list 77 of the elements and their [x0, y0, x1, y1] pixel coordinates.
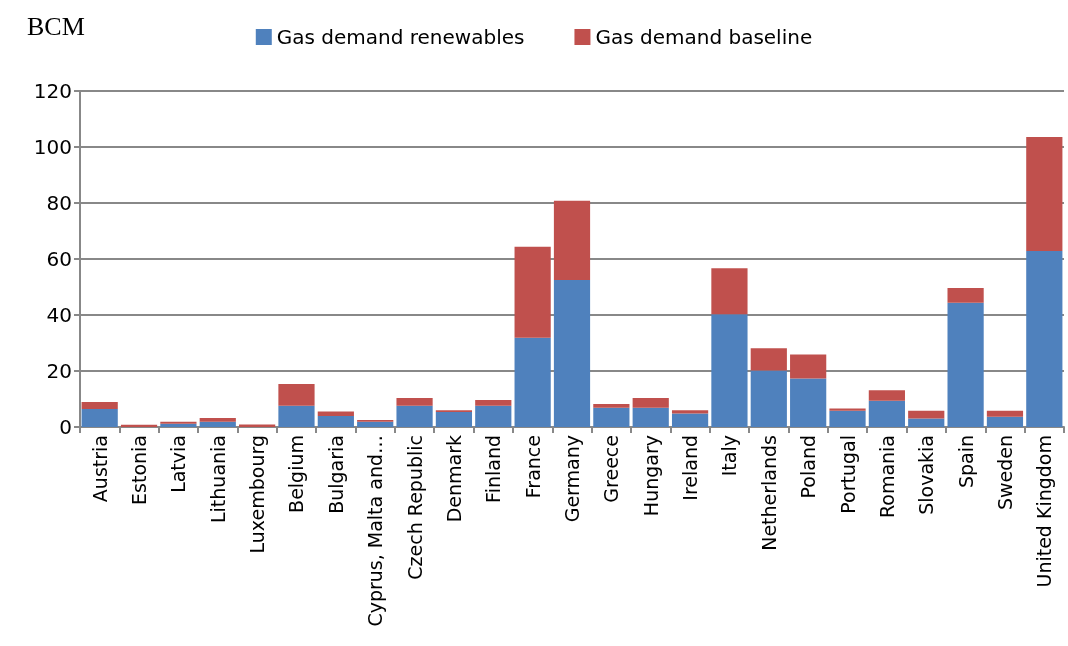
bar [278, 405, 315, 427]
y-tick-label: 0 [59, 415, 72, 439]
x-tick-label: Luxembourg [246, 435, 269, 554]
x-tick-label: Poland [797, 435, 820, 499]
legend-label: Gas demand renewables [276, 25, 525, 49]
x-tick-label: Sweden [993, 435, 1016, 511]
x-tick-label: Portugal [836, 435, 859, 514]
bar [317, 416, 354, 427]
bar [396, 405, 433, 427]
bar [986, 410, 1024, 417]
x-tick-label: Lithuania [206, 435, 229, 524]
bar [947, 288, 984, 303]
bar [396, 397, 433, 406]
y-tick-label: 80 [46, 191, 72, 215]
x-tick-label: Czech Republic [403, 435, 426, 580]
x-tick-label: Hungary [639, 435, 662, 517]
x-tick-label: Estonia [128, 435, 151, 505]
y-tick-label: 120 [33, 79, 72, 103]
legend-label: Gas demand baseline [595, 25, 813, 49]
bar [947, 302, 984, 427]
bar [829, 410, 866, 427]
bar [790, 378, 827, 427]
x-tick-label: Greece [600, 435, 623, 503]
bar [671, 413, 709, 427]
x-tick-label: Belgium [285, 435, 308, 513]
bar [475, 405, 512, 427]
bar [514, 337, 551, 427]
bar [711, 268, 748, 315]
bar [868, 400, 905, 427]
bar [199, 418, 236, 422]
x-tick-label: Austria [88, 435, 111, 503]
bar [868, 390, 905, 401]
y-tick-label: 60 [46, 247, 72, 271]
bar [593, 404, 630, 408]
bar [671, 410, 709, 414]
x-tick-label: Netherlands [757, 435, 780, 551]
bar [986, 416, 1024, 427]
y-tick-label: 100 [33, 135, 72, 159]
bar [750, 370, 787, 427]
bar [1026, 250, 1063, 427]
bar [1026, 136, 1063, 251]
x-tick-label: Latvia [167, 435, 190, 493]
x-tick-label: Denmark [442, 435, 465, 523]
x-tick-label: Bulgaria [324, 435, 347, 514]
bar [81, 409, 118, 427]
bar [829, 408, 866, 411]
bar [553, 200, 591, 280]
y-tick-label: 20 [46, 359, 72, 383]
x-tick-label: Italy [718, 435, 741, 477]
bar [908, 418, 945, 427]
bar [908, 410, 945, 419]
bar [514, 246, 551, 338]
bar [357, 421, 394, 427]
bar [632, 407, 669, 427]
x-tick-label: United Kingdom [1033, 435, 1056, 588]
x-tick-label: Slovakia [915, 435, 938, 515]
bar [553, 280, 591, 427]
y-tick-label: 40 [46, 303, 72, 327]
x-tick-label: Romania [875, 435, 898, 519]
y-axis-title: BCM [27, 11, 85, 41]
bar [239, 424, 276, 427]
bar [81, 402, 118, 410]
x-tick-label: Ireland [679, 435, 702, 501]
x-tick-label: Spain [954, 435, 977, 489]
x-tick-label: Cyprus, Malta and… [364, 435, 387, 627]
bar [632, 397, 669, 408]
bar [790, 354, 827, 379]
bar [278, 383, 315, 406]
bar [199, 421, 236, 427]
bar [435, 411, 473, 427]
bar [711, 314, 748, 427]
x-tick-label: Finland [482, 435, 505, 503]
bar [593, 407, 630, 427]
x-tick-label: France [521, 435, 544, 499]
x-tick-label: Germany [561, 435, 583, 523]
bar [475, 400, 512, 406]
bar [750, 348, 787, 371]
